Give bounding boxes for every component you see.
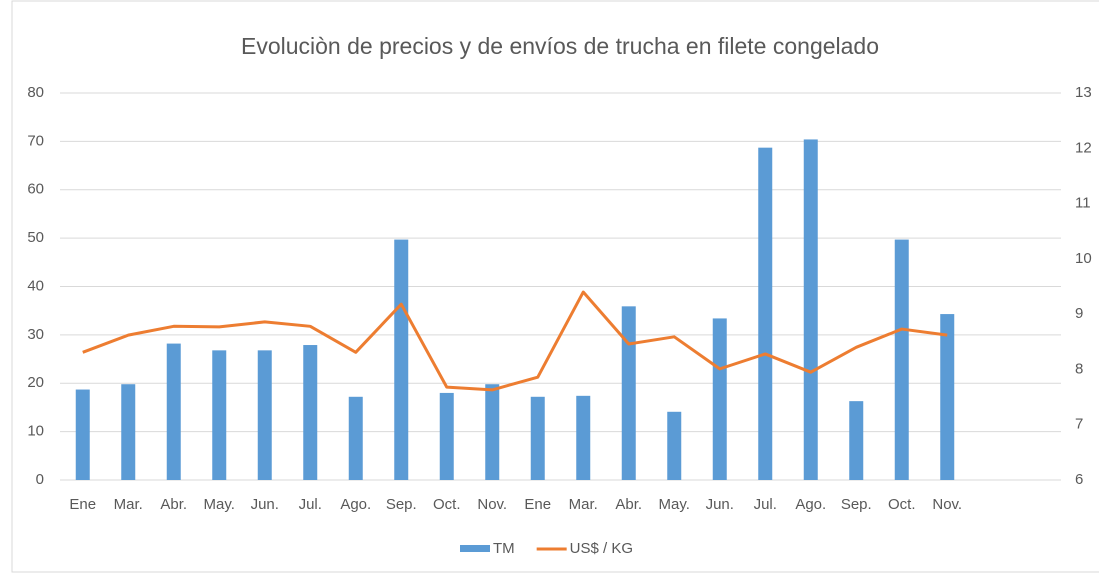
x-tick-label: Ene — [69, 496, 96, 513]
y2-tick-label: 11 — [1075, 195, 1091, 212]
x-tick-label: Oct. — [433, 496, 461, 513]
y-tick-label: 50 — [27, 229, 44, 246]
x-tick-label: Oct. — [888, 496, 916, 513]
bar — [849, 401, 864, 480]
line — [82, 290, 948, 392]
y-tick-label: 60 — [27, 181, 44, 198]
x-tick-label: Abr. — [615, 496, 642, 513]
y-tick-label: 20 — [27, 374, 44, 391]
y-tick-label: 70 — [27, 132, 44, 149]
bar — [621, 306, 636, 480]
bar — [121, 384, 136, 480]
legend-label: TM — [493, 540, 515, 557]
y2-tick-label: 6 — [1075, 471, 1083, 488]
bar — [75, 389, 90, 480]
x-tick-label: Nov. — [932, 496, 962, 513]
bar — [576, 395, 591, 480]
y2-tick-label: 7 — [1075, 416, 1083, 433]
y2-tick-label: 9 — [1075, 305, 1083, 322]
bar — [940, 314, 955, 480]
bar — [712, 318, 727, 480]
y-tick-label: 40 — [27, 277, 44, 294]
bar — [212, 350, 227, 480]
x-tick-label: Jun. — [251, 496, 279, 513]
y-tick-label: 10 — [27, 423, 44, 440]
bar — [530, 396, 545, 480]
x-tick-label: Ago. — [340, 496, 371, 513]
x-tick-label: Mar. — [114, 496, 143, 513]
chart-title: Evoluciòn de precios y de envíos de truc… — [241, 33, 879, 59]
x-tick-label: May. — [204, 496, 235, 513]
x-tick-label: Jul. — [299, 496, 322, 513]
bar — [894, 239, 909, 480]
x-tick-label: Nov. — [477, 496, 507, 513]
bar — [257, 350, 272, 480]
legend-swatch — [460, 545, 490, 552]
y2-tick-label: 13 — [1075, 84, 1092, 101]
bar — [166, 343, 181, 480]
bar — [667, 411, 682, 480]
x-tick-label: Ene — [524, 496, 551, 513]
bar — [394, 239, 409, 480]
bar — [485, 384, 500, 480]
x-tick-label: Jun. — [706, 496, 734, 513]
x-tick-label: Sep. — [841, 496, 872, 513]
y2-tick-label: 8 — [1075, 360, 1083, 377]
bar — [439, 392, 454, 480]
bar — [803, 139, 818, 480]
y-tick-label: 80 — [27, 84, 44, 101]
bar — [303, 345, 318, 480]
y2-tick-label: 10 — [1075, 250, 1092, 267]
x-tick-label: Mar. — [569, 496, 598, 513]
legend-label: US$ / KG — [570, 540, 633, 557]
y-tick-label: 0 — [36, 471, 44, 488]
x-tick-label: Jul. — [754, 496, 777, 513]
y2-tick-label: 12 — [1075, 139, 1092, 156]
bar — [348, 396, 363, 480]
x-tick-label: Sep. — [386, 496, 417, 513]
x-tick-label: May. — [659, 496, 690, 513]
y-tick-label: 30 — [27, 326, 44, 343]
bar — [758, 147, 773, 480]
x-tick-label: Abr. — [160, 496, 187, 513]
x-tick-label: Ago. — [795, 496, 826, 513]
